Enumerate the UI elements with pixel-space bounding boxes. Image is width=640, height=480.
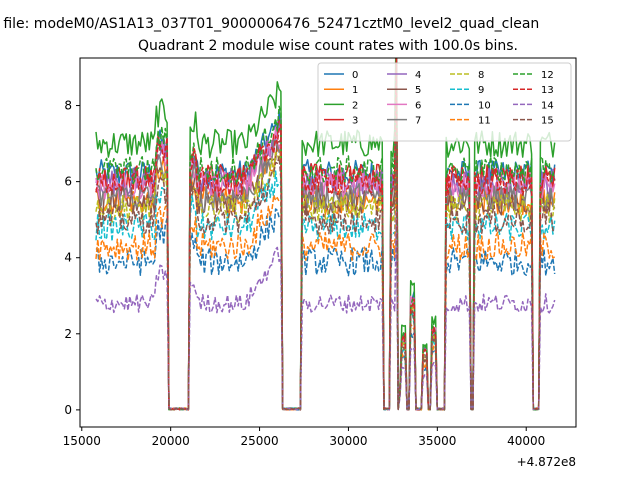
x-tick-label: 40000 [507, 434, 545, 448]
legend-label: 3 [352, 116, 358, 127]
x-tick-label: 15000 [63, 434, 101, 448]
legend-label: 4 [415, 70, 421, 81]
figure-suptitle: n file: modeM0/AS1A13_037T01_9000006476_… [0, 16, 539, 32]
legend-label: 8 [478, 70, 484, 81]
series-line-14 [95, 210, 556, 411]
plot-frame [79, 57, 577, 428]
x-tick-label: 25000 [240, 434, 278, 448]
x-tick-label: 30000 [329, 434, 367, 448]
x-tick-label: 20000 [152, 434, 190, 448]
legend-label: 13 [541, 85, 554, 96]
series-line-13 [95, 58, 556, 411]
chart-title: Quadrant 2 module wise count rates with … [138, 38, 518, 54]
legend-label: 6 [415, 100, 421, 111]
y-tick-label: 6 [64, 175, 72, 189]
legend-label: 10 [478, 100, 491, 111]
x-axis: 15000 20000 25000 30000 35000 40000 [63, 427, 545, 448]
series-line-15 [95, 134, 555, 411]
legend-label: 11 [478, 116, 491, 127]
legend-label: 12 [541, 70, 554, 81]
legend-label: 14 [541, 100, 554, 111]
legend-label: 9 [478, 85, 484, 96]
y-tick-label: 8 [64, 99, 72, 113]
legend-label: 1 [352, 85, 358, 96]
x-axis-offset-label: +4.872e8 [517, 455, 576, 469]
x-tick-label: 35000 [418, 434, 456, 448]
y-tick-label: 2 [64, 327, 72, 341]
y-axis: 0 2 4 6 8 [64, 99, 80, 417]
y-tick-label: 0 [64, 403, 72, 417]
legend-label: 15 [541, 116, 554, 127]
legend-label: 7 [415, 116, 421, 127]
legend-label: 2 [352, 100, 358, 111]
legend-label: 0 [352, 70, 358, 81]
y-tick-label: 4 [64, 251, 72, 265]
legend-label: 5 [415, 85, 421, 96]
legend-box [317, 62, 572, 142]
